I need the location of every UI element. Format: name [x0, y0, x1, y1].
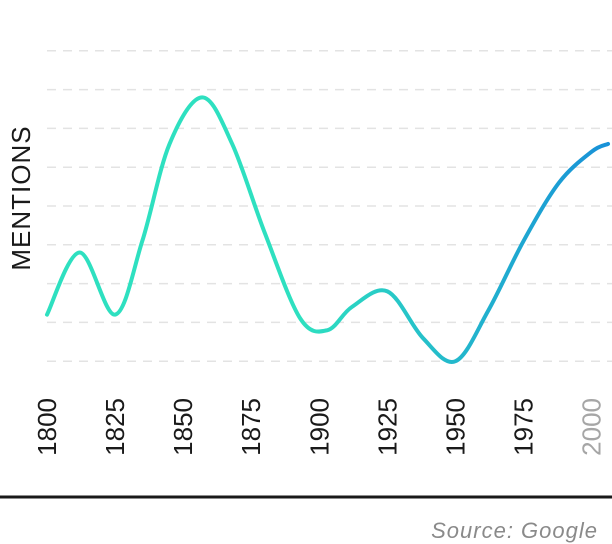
x-tick-label: 1825	[100, 398, 130, 456]
x-tick-label: 1850	[168, 398, 198, 456]
source-note: Source: Google	[431, 518, 598, 543]
y-axis-title: MENTIONS	[6, 125, 36, 270]
x-axis-ticks: 1800 1825 1850 1875 1900 1925 1950 1975 2000	[32, 398, 607, 456]
x-tick-label: 1875	[236, 398, 266, 456]
x-tick-label: 1950	[440, 398, 470, 456]
x-tick-label: 1925	[372, 398, 402, 456]
series-line	[45, 95, 610, 364]
x-tick-label: 1900	[304, 398, 334, 456]
gridlines	[47, 50, 612, 362]
x-tick-label: 2000	[577, 398, 607, 456]
x-tick-label: 1975	[509, 398, 539, 456]
x-tick-label: 1800	[32, 398, 62, 456]
